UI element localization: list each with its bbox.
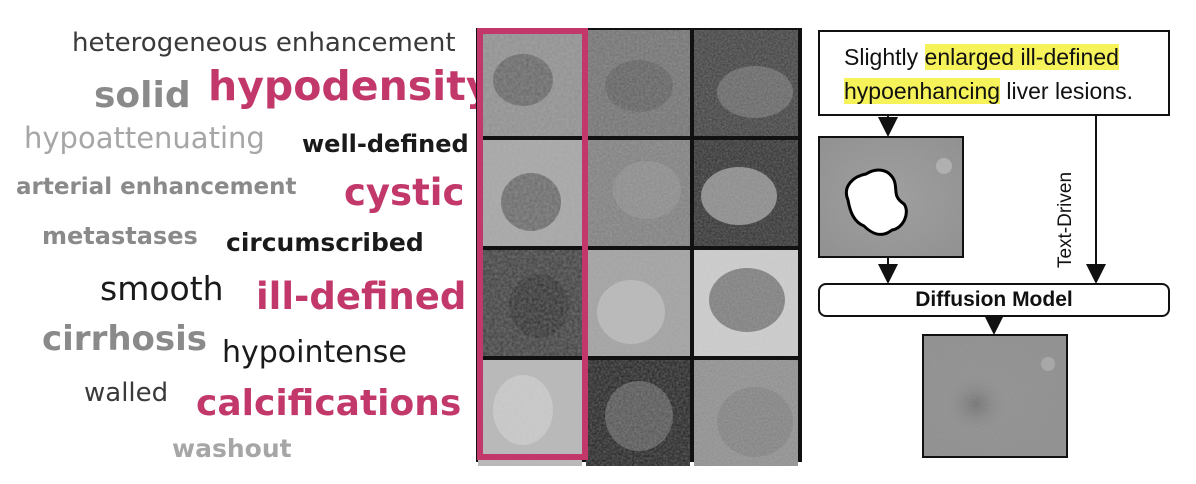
ct-tile-r3-c3 — [694, 250, 798, 356]
output-generated-image — [922, 334, 1068, 458]
ct-tile-r4-c2 — [586, 360, 690, 466]
word-cirrhosis: cirrhosis — [42, 319, 208, 359]
prompt-highlight-1: enlarged ill-defined — [924, 44, 1119, 70]
input-mask-image — [818, 136, 964, 258]
ct-tile-r3-c2 — [586, 250, 690, 356]
word-solid: solid — [94, 75, 191, 116]
word-ill-defined: ill-defined — [256, 275, 467, 318]
lesion-mask-shape — [845, 168, 908, 236]
ct-tile-r2-c1 — [478, 140, 582, 246]
ct-tile-r1-c1 — [478, 30, 582, 136]
word-washout: washout — [172, 434, 292, 463]
word-well-defined: well-defined — [302, 130, 469, 158]
word-metastases: metastases — [42, 222, 198, 250]
word-arterial-enhancement: arterial enhancement — [16, 174, 297, 200]
ct-image-grid — [476, 28, 802, 466]
word-circumscribed: circumscribed — [226, 228, 424, 257]
ct-tile-r2-c2 — [586, 140, 690, 246]
word-cystic: cystic — [344, 171, 465, 214]
word-hypodensity: hypodensity — [208, 62, 493, 110]
word-heterogeneous-enhancement: heterogeneous enhancement — [72, 28, 456, 58]
word-calcifications: calcifications — [196, 383, 462, 424]
ct-tile-r1-c3 — [694, 30, 798, 136]
word-hypoattenuating: hypoattenuating — [24, 121, 265, 155]
word-walled: walled — [84, 378, 169, 408]
ct-tile-r1-c2 — [586, 30, 690, 136]
text-prompt-box: Slightly enlarged ill-defined hypoenhanc… — [818, 30, 1170, 116]
word-hypointense: hypointense — [222, 335, 407, 370]
ct-tile-r4-c3 — [694, 360, 798, 466]
prompt-text-3: liver lesions. — [1000, 78, 1133, 104]
diffusion-model-label: Diffusion Model — [915, 288, 1073, 311]
prompt-highlight-2: hypoenhancing — [844, 78, 1001, 104]
ct-tile-r3-c1 — [478, 250, 582, 356]
diffusion-model-box: Diffusion Model — [818, 283, 1170, 317]
prompt-text-1: Slightly — [844, 44, 925, 70]
ct-tile-r4-c1 — [478, 360, 582, 466]
word-smooth: smooth — [100, 269, 224, 308]
ct-tile-r2-c3 — [694, 140, 798, 246]
